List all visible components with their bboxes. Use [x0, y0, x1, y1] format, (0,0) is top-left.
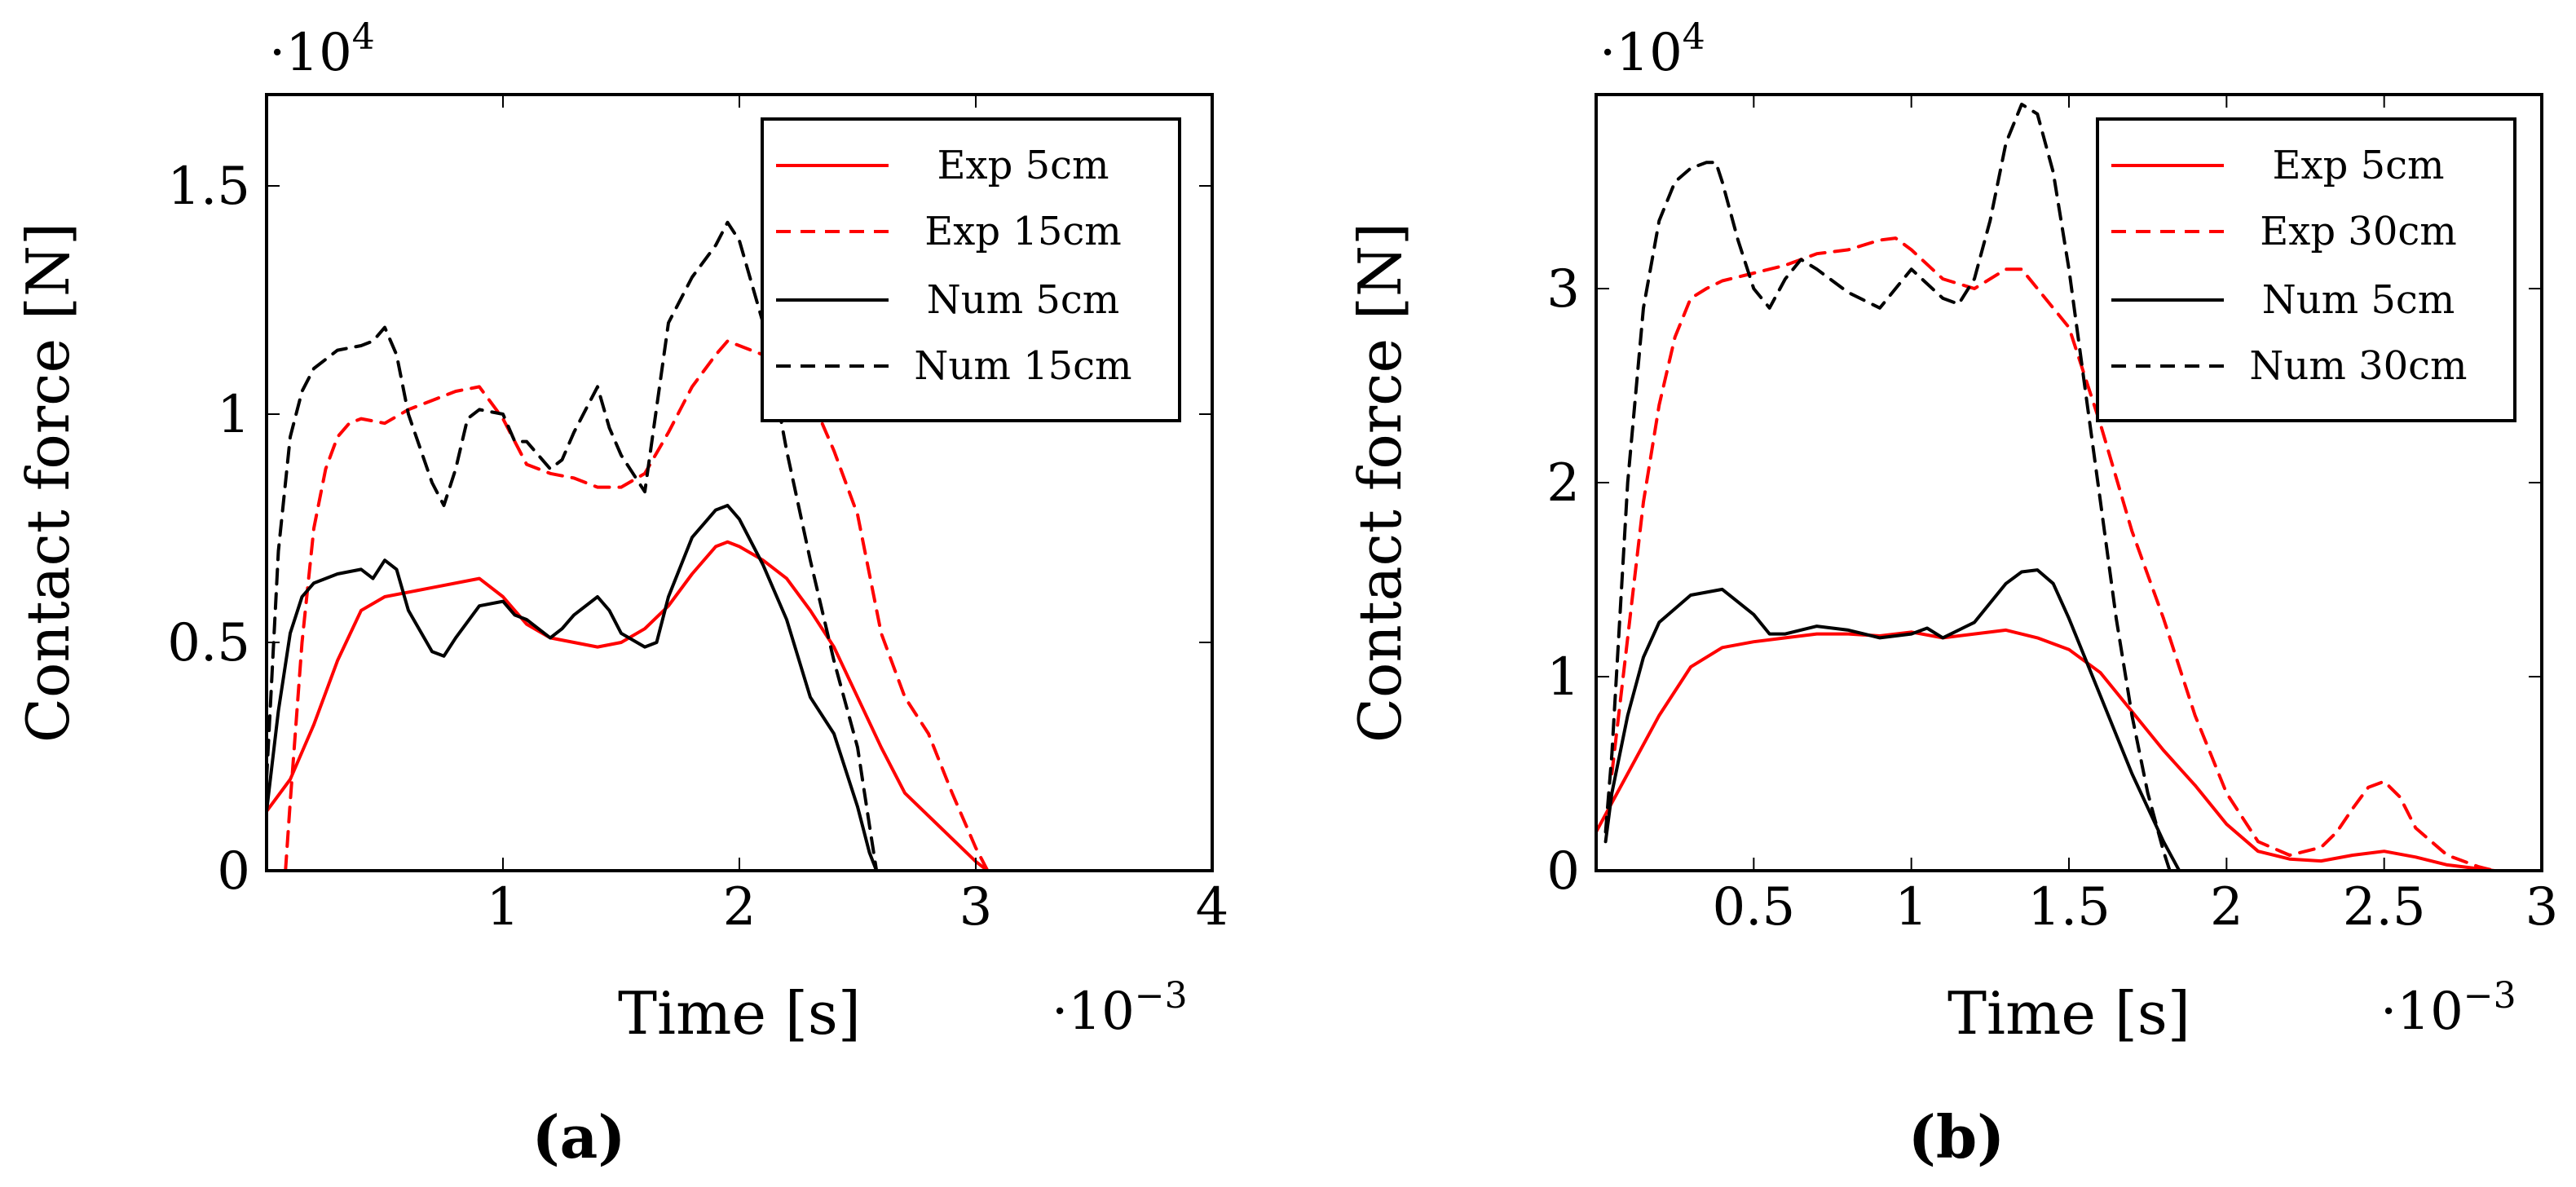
chart-a-panel-label: (a)	[532, 1102, 626, 1172]
chart-b-legend-label-num-5cm: Num 5cm	[2262, 277, 2455, 323]
chart-b-x-tick-label: 1.5	[2027, 877, 2111, 938]
chart-a-y-tick-label: 0.5	[167, 613, 250, 673]
chart-a-x-exponent: ·10−3	[1052, 975, 1188, 1042]
chart-b-x-exponent: ·10−3	[2380, 975, 2516, 1042]
chart-b-y-tick-label: 3	[1546, 259, 1580, 320]
chart-a-series-exp-5cm	[267, 540, 990, 871]
chart-b-x-axis-label: Time [s]	[1947, 979, 2190, 1048]
chart-b-y-axis-label: Contact force [N]	[1346, 223, 1414, 743]
chart-b-legend: Exp 5cm Exp 30cm Num 5cm Num 30cm	[2096, 117, 2516, 422]
chart-a-y-tick-label: 1.5	[167, 157, 250, 217]
chart-b-y-exponent: ·104	[1599, 16, 1705, 83]
chart-a-y-tick-label: 1	[217, 385, 250, 445]
chart-b-series-group	[1596, 102, 2496, 871]
chart-a-series-exp-15cm	[284, 339, 990, 871]
chart-b: 0.5 1 1.5 2 2.5 3 0 1 2 3 ·104 ·10−3 Time [s] Con…	[1346, 16, 2558, 1172]
chart-a-legend-box	[761, 117, 1181, 422]
chart-a-x-tick-label: 4	[1196, 877, 1229, 938]
chart-a-x-tick-label: 1	[487, 877, 520, 938]
chart-b-series-num-5cm	[1603, 568, 2181, 871]
chart-b-x-tick-label: 2.5	[2343, 877, 2426, 938]
chart-a: 1 2 3 4 0 0.5 1 1.5 ·104 ·10−3 Time [s] Contact…	[14, 16, 1228, 1172]
chart-a-x-tick-label: 3	[959, 877, 993, 938]
chart-b-ticks: 0.5 1 1.5 2 2.5 3 0 1 2 3	[1546, 95, 2558, 938]
chart-a-series-num-15cm	[267, 220, 879, 871]
chart-a-legend-label-num-15cm: Num 15cm	[914, 343, 1131, 389]
chart-b-legend-label-num-30cm: Num 30cm	[2249, 343, 2467, 389]
chart-b-series-exp-5cm	[1596, 628, 2496, 871]
chart-a-legend: Exp 5cm Exp 15cm Num 5cm Num 15cm	[761, 117, 1181, 422]
chart-a-y-axis-label: Contact force [N]	[14, 223, 82, 743]
chart-b-y-tick-label: 2	[1546, 453, 1580, 514]
chart-b-x-tick-label: 0.5	[1712, 877, 1795, 938]
chart-a-ticks: 1 2 3 4 0 0.5 1 1.5	[167, 95, 1228, 938]
chart-a-y-tick-label: 0	[217, 841, 250, 902]
chart-b-legend-label-exp-30cm: Exp 30cm	[2260, 209, 2457, 254]
chart-b-x-tick-label: 3	[2525, 877, 2559, 938]
chart-a-series-num-5cm	[267, 504, 879, 871]
chart-b-series-exp-30cm	[1610, 236, 2496, 871]
chart-a-legend-label-num-5cm: Num 5cm	[927, 277, 1120, 323]
chart-a-x-axis-label: Time [s]	[618, 979, 861, 1048]
chart-a-legend-label-exp-5cm: Exp 5cm	[937, 143, 1109, 188]
chart-b-panel-label: (b)	[1908, 1102, 2005, 1172]
chart-a-legend-label-exp-15cm: Exp 15cm	[924, 209, 1122, 254]
chart-b-x-tick-label: 1	[1895, 877, 1928, 938]
chart-b-legend-label-exp-5cm: Exp 5cm	[2272, 143, 2444, 188]
chart-a-series-group	[267, 220, 990, 871]
chart-b-legend-box	[2096, 117, 2516, 422]
chart-a-y-exponent: ·104	[269, 16, 375, 83]
chart-a-x-tick-label: 2	[723, 877, 756, 938]
chart-b-x-tick-label: 2	[2210, 877, 2243, 938]
chart-b-y-tick-label: 1	[1546, 647, 1580, 708]
chart-b-y-tick-label: 0	[1546, 841, 1580, 902]
chart-b-series-num-30cm	[1603, 102, 2172, 871]
